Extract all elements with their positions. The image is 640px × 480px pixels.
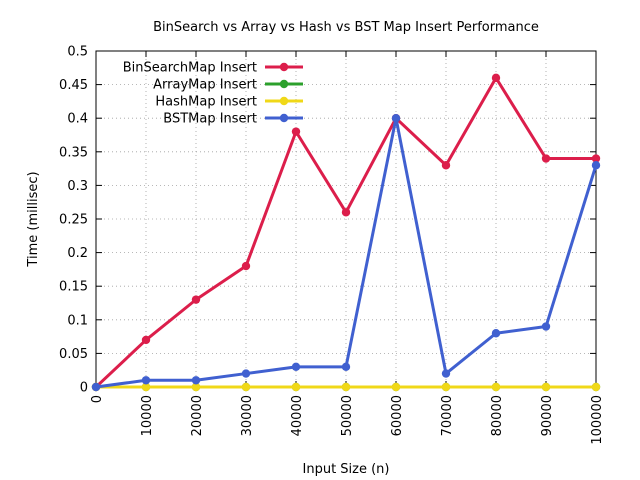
legend-label: ArrayMap Insert xyxy=(153,78,257,93)
data-point xyxy=(191,382,201,392)
series-hashmap-insert xyxy=(91,382,601,392)
legend-label: HashMap Insert xyxy=(155,95,257,110)
x-tick-label: 10000 xyxy=(140,395,155,436)
data-point xyxy=(391,114,401,123)
legend-item: ArrayMap Insert xyxy=(153,78,303,93)
data-point xyxy=(291,382,301,392)
data-point xyxy=(441,161,451,170)
series-binsearchmap-insert xyxy=(91,73,601,392)
series-layer xyxy=(91,73,601,392)
data-point xyxy=(291,127,301,136)
series-bstmap-insert xyxy=(91,114,601,392)
data-point xyxy=(491,382,501,392)
data-point xyxy=(141,335,151,345)
legend-swatch-marker xyxy=(279,96,289,106)
y-tick-label: 0.3 xyxy=(67,179,88,194)
data-point xyxy=(191,376,201,385)
data-point xyxy=(341,362,351,372)
y-tick-label: 0 xyxy=(80,381,88,396)
data-point xyxy=(441,382,451,392)
x-tick-label: 90000 xyxy=(540,395,555,436)
y-tick-label: 0.5 xyxy=(67,45,88,60)
data-point xyxy=(441,369,451,378)
x-tick-label: 20000 xyxy=(190,395,205,436)
y-tick-label: 0.1 xyxy=(67,313,88,328)
legend-swatch-marker xyxy=(279,62,289,72)
data-point xyxy=(191,295,201,304)
legend-swatch-marker xyxy=(279,79,289,89)
data-point xyxy=(241,382,251,392)
data-point xyxy=(591,382,601,392)
data-point xyxy=(391,382,401,392)
chart-title: BinSearch vs Array vs Hash vs BST Map In… xyxy=(153,20,539,35)
legend-item: BinSearchMap Insert xyxy=(123,61,303,76)
y-tick-label: 0.45 xyxy=(59,78,88,93)
data-point xyxy=(141,376,151,385)
y-tick-label: 0.05 xyxy=(59,347,88,362)
legend-item: BSTMap Insert xyxy=(163,112,303,127)
data-point xyxy=(541,322,551,331)
x-tick-label: 80000 xyxy=(490,395,505,436)
data-point xyxy=(241,369,251,378)
data-point xyxy=(341,208,351,217)
y-tick-label: 0.15 xyxy=(59,280,88,295)
x-axis-label: Input Size (n) xyxy=(303,462,390,477)
y-tick-label: 0.25 xyxy=(59,213,88,228)
legend-item: HashMap Insert xyxy=(155,95,303,110)
legend: BinSearchMap Insert ArrayMap Insert HashMa… xyxy=(123,61,303,127)
data-point xyxy=(91,382,101,392)
x-tick-label: 40000 xyxy=(290,395,305,436)
y-tick-label: 0.35 xyxy=(59,145,88,160)
data-point xyxy=(541,382,551,392)
data-point xyxy=(491,329,501,338)
x-tick-label: 30000 xyxy=(240,395,255,436)
y-tick-label: 0.2 xyxy=(67,246,88,261)
data-point xyxy=(491,73,501,83)
data-point xyxy=(591,154,601,163)
legend-label: BSTMap Insert xyxy=(163,112,257,127)
x-tick-label: 0 xyxy=(90,395,105,403)
data-point xyxy=(291,362,301,372)
legend-label: BinSearchMap Insert xyxy=(123,61,257,76)
legend-swatch-marker xyxy=(279,113,289,123)
data-point xyxy=(341,382,351,392)
y-tick-label: 0.4 xyxy=(67,112,88,127)
axes: 0 0.05 0.1 0.15 0.2 0.25 0.3 0.35 0.4 0.45 0.5 0 100… xyxy=(59,45,605,445)
x-tick-label: 60000 xyxy=(390,395,405,436)
data-point xyxy=(541,154,551,163)
y-axis-label: Time (millisec) xyxy=(26,171,41,267)
grid xyxy=(96,51,596,387)
data-point xyxy=(241,261,251,271)
x-tick-label: 70000 xyxy=(440,395,455,436)
x-tick-label: 50000 xyxy=(340,395,355,436)
data-point xyxy=(591,161,601,170)
data-point xyxy=(141,382,151,392)
x-tick-label: 100000 xyxy=(590,395,605,445)
